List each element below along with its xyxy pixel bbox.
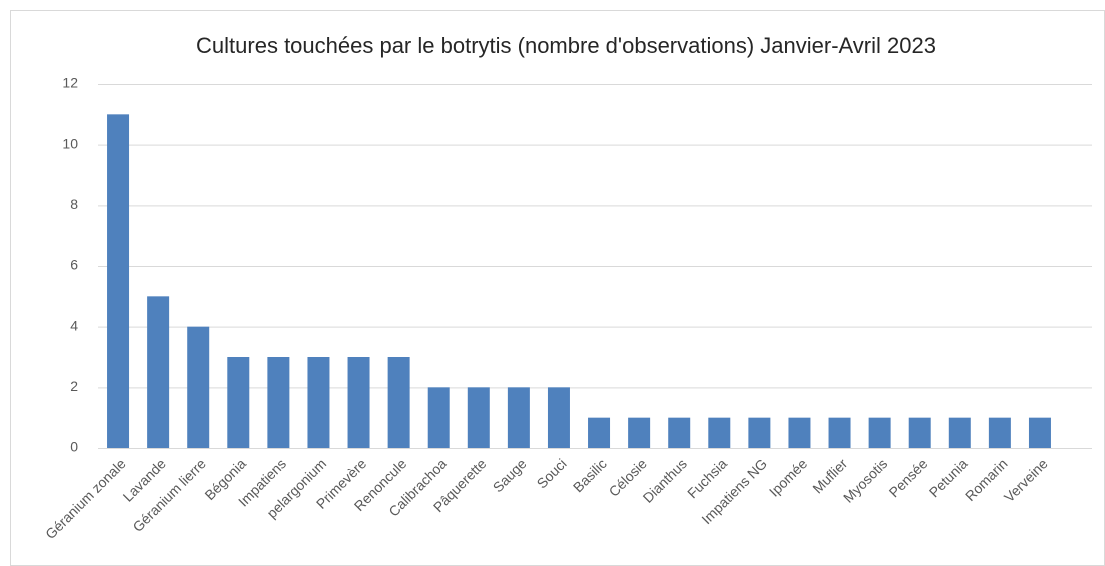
- y-tick-label: 10: [62, 135, 78, 151]
- bar: [948, 417, 971, 448]
- y-tick-label: 4: [70, 317, 78, 333]
- bar: [427, 387, 450, 448]
- bar: [227, 357, 250, 448]
- bar: [788, 417, 811, 448]
- bar: [828, 417, 851, 448]
- bar: [988, 417, 1011, 448]
- y-tick-label: 6: [70, 257, 78, 273]
- bar: [107, 114, 130, 448]
- bar: [588, 417, 611, 448]
- bar: [668, 417, 691, 448]
- y-tick-label: 12: [62, 75, 78, 91]
- bar: [387, 357, 410, 448]
- y-tick-label: 0: [70, 439, 78, 455]
- bar: [347, 357, 370, 448]
- chart-title: Cultures touchées par le botrytis (nombr…: [196, 33, 936, 58]
- y-tick-label: 2: [70, 378, 78, 394]
- y-tick-label: 8: [70, 196, 78, 212]
- bar: [868, 417, 891, 448]
- bar: [628, 417, 651, 448]
- bar: [908, 417, 931, 448]
- bar: [708, 417, 731, 448]
- bar: [267, 357, 290, 448]
- bar: [547, 387, 570, 448]
- bar: [147, 296, 170, 448]
- bar: [1028, 417, 1051, 448]
- bar: [507, 387, 530, 448]
- bar: [467, 387, 490, 448]
- bar: [748, 417, 771, 448]
- chart-border: [10, 10, 1105, 566]
- bar: [187, 326, 210, 448]
- bar: [307, 357, 330, 448]
